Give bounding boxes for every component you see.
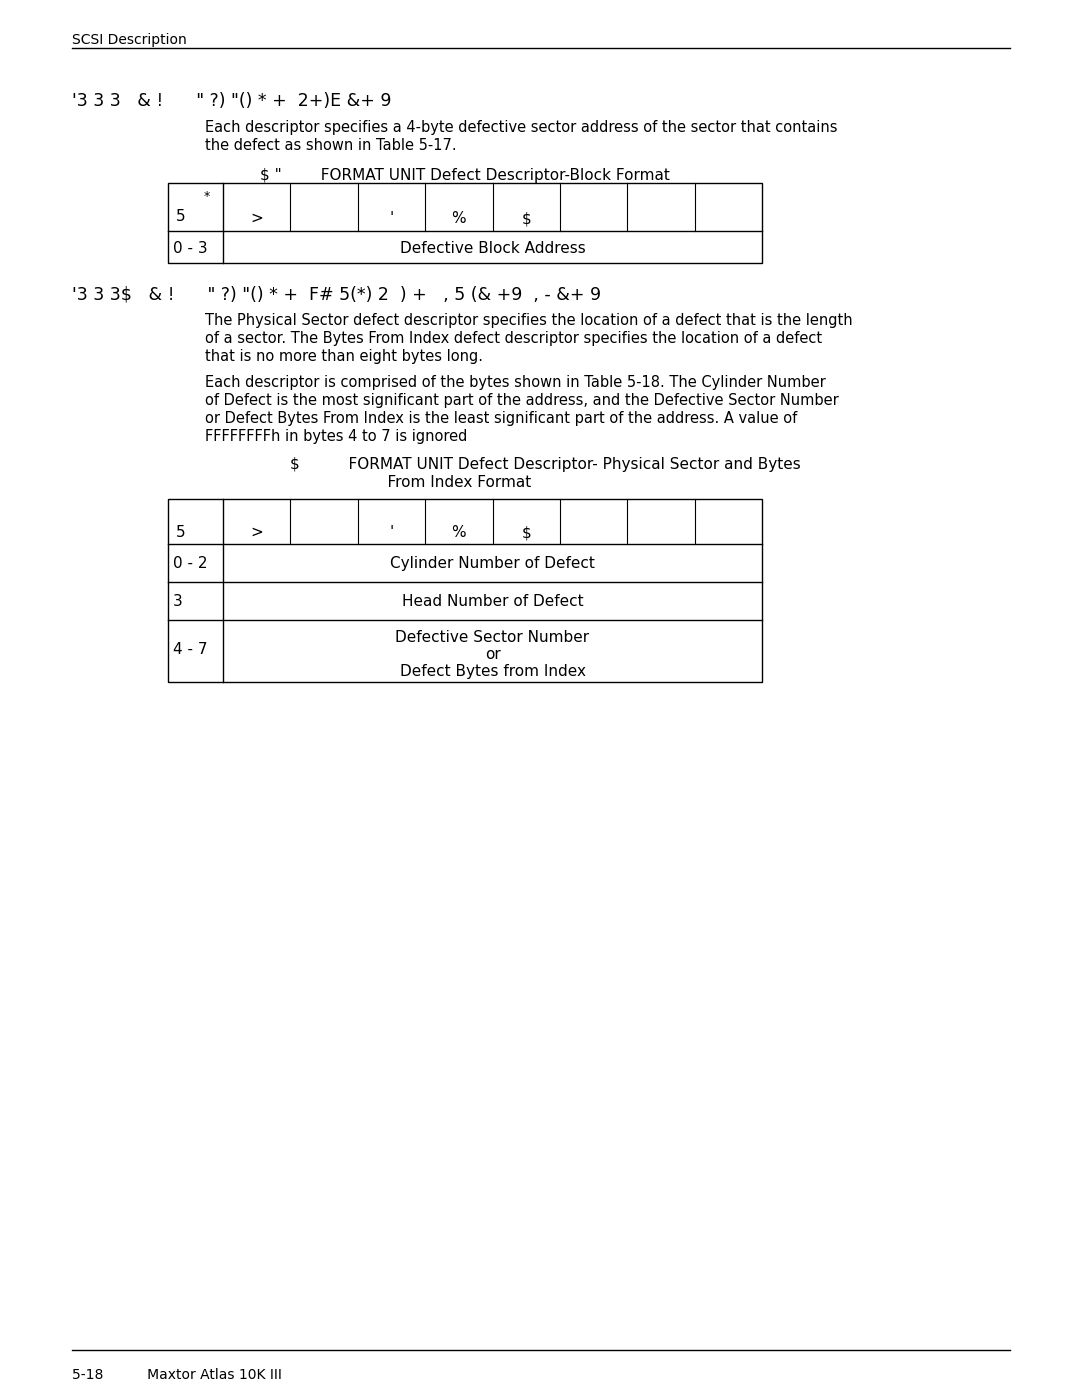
Text: $: $ <box>522 211 531 226</box>
Text: *: * <box>204 190 211 203</box>
Text: From Index Format: From Index Format <box>291 475 531 490</box>
Text: 3: 3 <box>173 594 183 609</box>
Text: %: % <box>451 211 467 226</box>
Text: $          FORMAT UNIT Defect Descriptor- Physical Sector and Bytes: $ FORMAT UNIT Defect Descriptor- Physica… <box>291 457 800 472</box>
Bar <box>168 183 762 263</box>
Text: of a sector. The Bytes From Index defect descriptor specifies the location of a : of a sector. The Bytes From Index defect… <box>205 331 822 346</box>
Text: ': ' <box>389 525 393 541</box>
Text: SCSI Description: SCSI Description <box>72 34 187 47</box>
Text: Head Number of Defect: Head Number of Defect <box>402 594 583 609</box>
Text: Each descriptor specifies a 4-byte defective sector address of the sector that c: Each descriptor specifies a 4-byte defec… <box>205 120 837 136</box>
Text: 0 - 2: 0 - 2 <box>173 556 207 571</box>
Text: Defective Block Address: Defective Block Address <box>400 242 585 256</box>
Text: that is no more than eight bytes long.: that is no more than eight bytes long. <box>205 349 483 365</box>
Text: 5: 5 <box>176 525 186 541</box>
Text: Cylinder Number of Defect: Cylinder Number of Defect <box>390 556 595 571</box>
Text: Defective Sector Number: Defective Sector Number <box>395 630 590 645</box>
Text: 5: 5 <box>176 210 186 224</box>
Text: >: > <box>251 211 264 226</box>
Text: $: $ <box>522 525 531 541</box>
Text: or: or <box>485 647 500 662</box>
Text: the defect as shown in Table 5-17.: the defect as shown in Table 5-17. <box>205 138 457 154</box>
Text: 0 - 3: 0 - 3 <box>173 242 207 256</box>
Text: or Defect Bytes From Index is the least significant part of the address. A value: or Defect Bytes From Index is the least … <box>205 411 797 426</box>
Text: $ "        FORMAT UNIT Defect Descriptor-Block Format: $ " FORMAT UNIT Defect Descriptor-Block … <box>260 168 670 183</box>
Text: 5-18          Maxtor Atlas 10K III: 5-18 Maxtor Atlas 10K III <box>72 1368 282 1382</box>
Text: '3 3 3   & !      " ?) "() * +  2+)E &+ 9: '3 3 3 & ! " ?) "() * + 2+)E &+ 9 <box>72 92 391 110</box>
Text: The Physical Sector defect descriptor specifies the location of a defect that is: The Physical Sector defect descriptor sp… <box>205 313 852 328</box>
Text: Each descriptor is comprised of the bytes shown in Table 5-18. The Cylinder Numb: Each descriptor is comprised of the byte… <box>205 374 826 390</box>
Text: Defect Bytes from Index: Defect Bytes from Index <box>400 664 585 679</box>
Text: of Defect is the most significant part of the address, and the Defective Sector : of Defect is the most significant part o… <box>205 393 839 408</box>
Bar <box>168 499 762 682</box>
Text: FFFFFFFFh in bytes 4 to 7 is ignored: FFFFFFFFh in bytes 4 to 7 is ignored <box>205 429 468 444</box>
Text: ': ' <box>389 211 393 226</box>
Text: >: > <box>251 525 264 541</box>
Text: %: % <box>451 525 467 541</box>
Text: 4 - 7: 4 - 7 <box>173 643 207 657</box>
Text: '3 3 3$   & !      " ?) "() * +  F# 5(*) 2  ) +   , 5 (& +9  , - &+ 9: '3 3 3$ & ! " ?) "() * + F# 5(*) 2 ) + ,… <box>72 285 602 303</box>
